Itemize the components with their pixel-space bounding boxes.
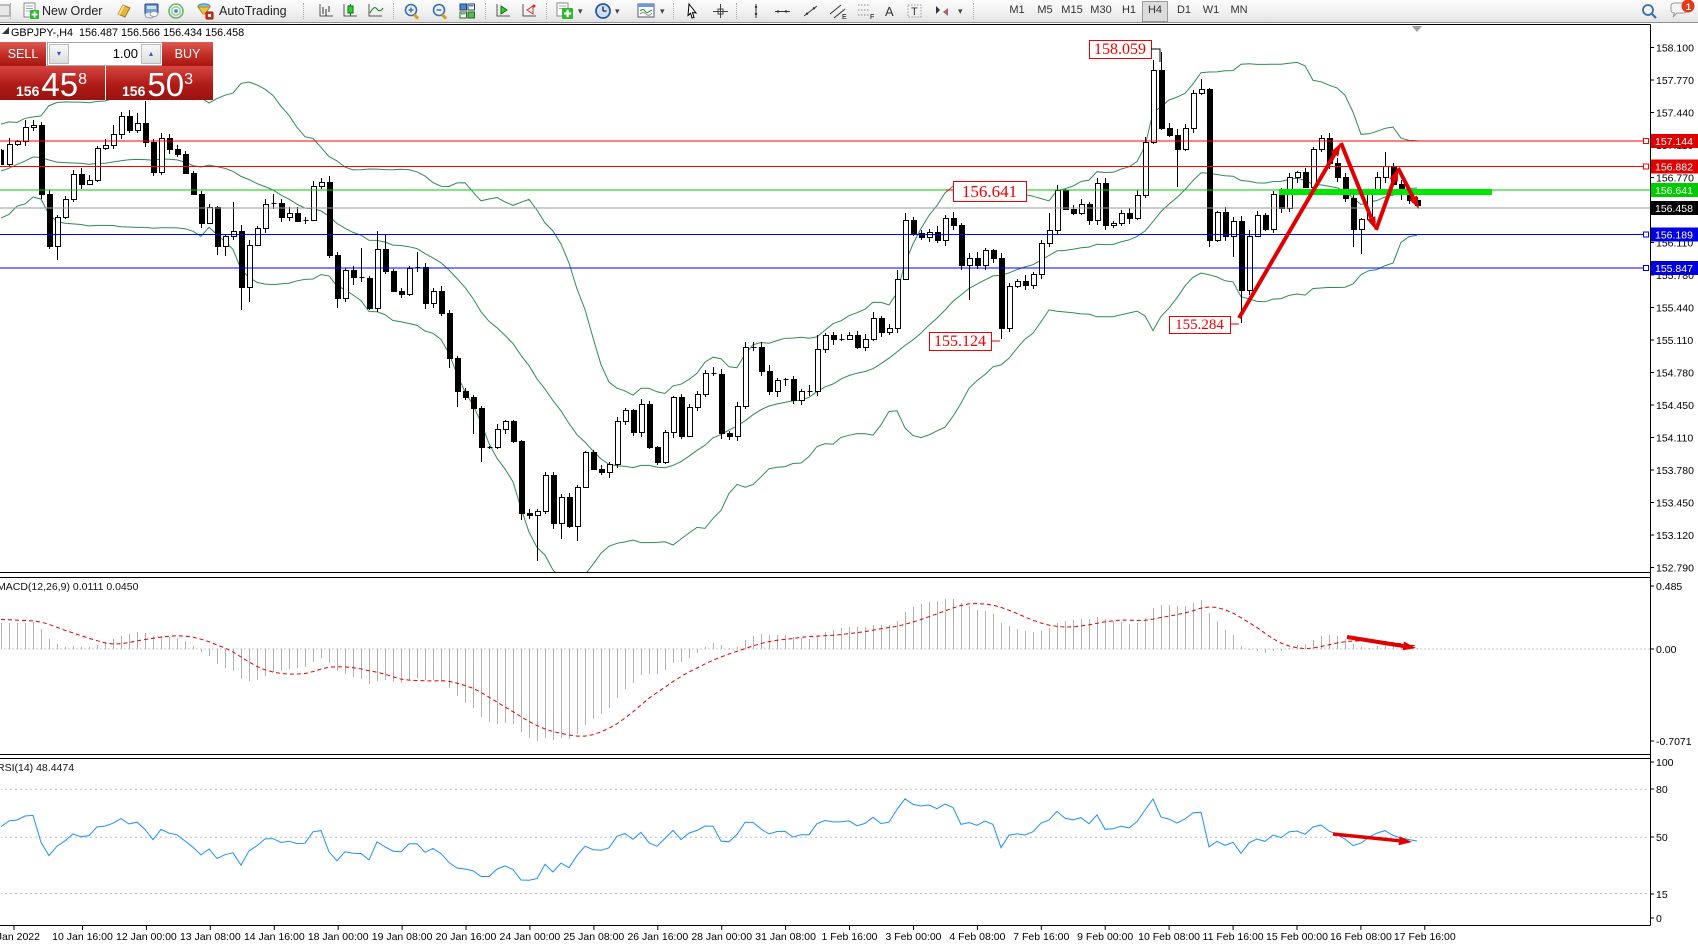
svg-text:11 Feb 16:00: 11 Feb 16:00 [1203,931,1264,943]
svg-text:155.440: 155.440 [1656,303,1694,315]
svg-text:154.780: 154.780 [1656,368,1694,380]
svg-text:156.882: 156.882 [1655,162,1693,174]
svg-text:157.770: 157.770 [1656,75,1694,87]
svg-text:156.641: 156.641 [1655,185,1693,197]
svg-text:155.847: 155.847 [1655,263,1693,275]
svg-text:20 Jan 16:00: 20 Jan 16:00 [436,931,497,943]
svg-text:9 Feb 00:00: 9 Feb 00:00 [1077,931,1133,943]
svg-text:12 Jan 00:00: 12 Jan 00:00 [116,931,177,943]
svg-text:16 Feb 08:00: 16 Feb 08:00 [1330,931,1392,943]
svg-text:155.124: 155.124 [934,333,986,350]
svg-text:80: 80 [1656,784,1668,796]
svg-text:18 Jan 00:00: 18 Jan 00:00 [308,931,369,943]
svg-text:10 Jan 16:00: 10 Jan 16:00 [52,931,113,943]
svg-text:153.450: 153.450 [1656,498,1694,510]
svg-text:158.100: 158.100 [1656,43,1694,55]
svg-text:1: 1 [1686,2,1692,13]
svg-text:100: 100 [1656,757,1674,769]
svg-text:26 Jan 16:00: 26 Jan 16:00 [627,931,688,943]
svg-text:154.110: 154.110 [1656,433,1693,445]
svg-text:24 Jan 00:00: 24 Jan 00:00 [500,931,561,943]
svg-text:0.00: 0.00 [1656,644,1677,656]
svg-text:GBPJPY-,H4 156.487 156.566 15: GBPJPY-,H4 156.487 156.566 156.434 156.4… [11,27,244,39]
svg-text:15 Feb 00:00: 15 Feb 00:00 [1266,931,1328,943]
svg-text:7 Jan 2022: 7 Jan 2022 [0,931,40,943]
svg-text:25 Jan 08:00: 25 Jan 08:00 [564,931,625,943]
svg-text:E: E [842,14,847,20]
svg-text:T: T [911,6,918,18]
svg-text:156.641: 156.641 [962,182,1017,201]
svg-text:28 Jan 00:00: 28 Jan 00:00 [691,931,752,943]
svg-text:154.450: 154.450 [1656,400,1694,412]
svg-text:155.284: 155.284 [1175,317,1224,333]
svg-text:157.440: 157.440 [1656,108,1694,120]
svg-text:7 Feb 16:00: 7 Feb 16:00 [1013,931,1069,943]
svg-text:155.110: 155.110 [1656,335,1693,347]
svg-text:RSI(14) 48.4474: RSI(14) 48.4474 [0,762,74,774]
svg-text:31 Jan 08:00: 31 Jan 08:00 [755,931,816,943]
svg-text:0: 0 [1656,913,1662,925]
svg-text:MACD(12,26,9) 0.0111 0.0450: MACD(12,26,9) 0.0111 0.0450 [0,581,139,593]
svg-text:10 Feb 08:00: 10 Feb 08:00 [1138,931,1200,943]
svg-text:156.189: 156.189 [1655,230,1693,242]
svg-text:157.144: 157.144 [1655,136,1693,148]
svg-text:17 Feb 16:00: 17 Feb 16:00 [1394,931,1456,943]
svg-text:3 Feb 00:00: 3 Feb 00:00 [885,931,941,943]
svg-text:153.120: 153.120 [1656,530,1694,542]
svg-text:13 Jan 08:00: 13 Jan 08:00 [180,931,241,943]
svg-text:15: 15 [1656,889,1668,901]
svg-text:156.458: 156.458 [1655,203,1693,215]
svg-text:0.485: 0.485 [1656,581,1682,593]
svg-text:F: F [870,14,874,20]
svg-text:156.770: 156.770 [1656,173,1694,185]
svg-text:50: 50 [1656,832,1668,844]
svg-text:A: A [885,4,894,19]
svg-text:153.780: 153.780 [1656,465,1694,477]
svg-text:152.790: 152.790 [1656,563,1694,575]
svg-text:4 Feb 08:00: 4 Feb 08:00 [949,931,1005,943]
svg-text:-0.7071: -0.7071 [1656,736,1692,748]
svg-text:19 Jan 08:00: 19 Jan 08:00 [372,931,433,943]
svg-text:158.059: 158.059 [1094,41,1146,58]
svg-text:1 Feb 16:00: 1 Feb 16:00 [821,931,877,943]
svg-text:14 Jan 16:00: 14 Jan 16:00 [244,931,305,943]
